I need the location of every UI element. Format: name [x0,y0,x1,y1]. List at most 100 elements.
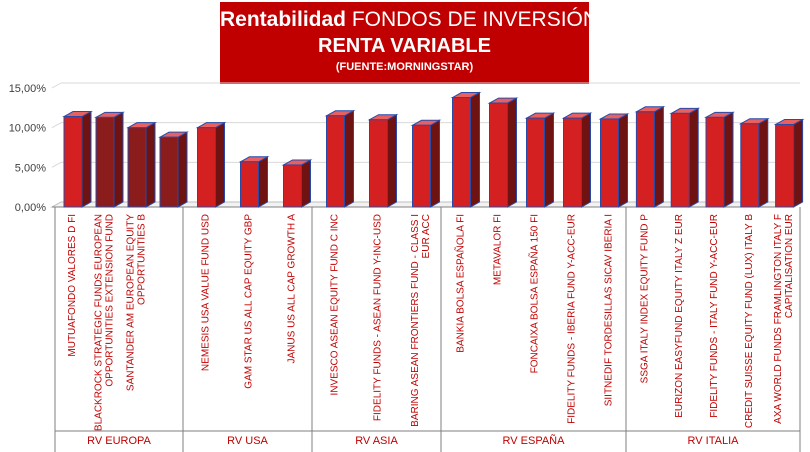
category-label: OPPORTUNITIES B [137,214,148,305]
bar [281,159,313,208]
category-label: EURIZON EASYFUND EQUITY ITALY Z EUR [674,214,685,418]
bar-side [177,131,188,208]
bar-front [412,124,431,208]
category-label: BARING ASEAN FRONTIERS FUND - CLASS I [410,214,421,427]
group-label: RV ITALIA [688,435,740,447]
category-label: NEMESIS USA VALUE FUND USD [201,214,212,371]
bar [704,111,735,208]
bar-front [326,115,345,208]
title-bold-part: Rentabilidad [220,8,347,31]
y-tick-label: 0,00% [15,202,46,214]
bar-front [369,119,388,208]
bar-front [600,118,619,208]
bar [195,121,227,208]
bar [524,112,556,208]
category-label: CAPITALISATION EUR [784,214,795,318]
bar [634,105,666,208]
bar-front [240,161,259,208]
category-label: CREDIT SUISSE EQUITY FUND (LUX) ITALY B [744,214,755,428]
bar [487,97,519,208]
bar-front [452,97,471,208]
gridline-depth [51,82,62,89]
chart-subtitle: RENTA VARIABLE [318,35,491,57]
bar [367,113,399,208]
group-label: RV EUROPA [87,435,151,447]
bar-front [95,116,115,208]
bar-side [145,121,156,208]
chart-title-box: Rentabilidad FONDOS DE INVERSIÓN RENTA V… [220,2,598,84]
bar-front [670,112,690,208]
category-label: FIDELITY FUNDS - IBERIA FUND Y-ACC-EUR [567,214,578,424]
chart-title: Rentabilidad FONDOS DE INVERSIÓN [220,7,598,33]
category-label: SSGA ITALY INDEX EQUITY FUND P [639,214,650,384]
bar-front [197,127,216,208]
bar [738,117,770,208]
category-label: BANKIA BOLSA ESPAÑOLA FI [454,214,467,353]
category-label: METAVALOR FI [493,214,504,285]
bar-side [544,112,554,208]
bar [126,121,157,208]
bar-front [705,116,725,208]
bar [598,113,630,208]
group-label: RV USA [227,435,268,447]
bar-side [113,111,124,208]
bar-side [301,159,311,208]
bar-front [283,164,302,208]
bar-side [793,118,804,208]
gridline-depth [51,161,62,168]
bar-side [618,113,628,208]
bar [238,155,270,208]
bar [561,112,593,208]
category-label: FIDELITY FUNDS - ASEAN FUND Y-INC-USD [373,214,384,421]
bar-side [581,112,591,208]
bar-side [81,110,92,208]
bar [94,111,125,208]
bar-side [344,109,354,208]
category-label: SIITNEDIF TORDESILLAS SICAV IBERIA I [604,214,615,406]
bar-front [63,116,83,208]
bar-front [740,123,760,208]
chart-source: (FUENTE:MORNINGSTAR) [335,61,474,73]
bar-side [258,155,268,208]
bar-side [470,91,480,208]
bar [669,107,701,208]
category-label: OPPORTUNITIES EXTENSION FUND [105,214,116,387]
category-label: JANUS US ALL CAP GROWTH A [287,214,298,364]
category-label: MUTUAFONDO VALORES D FI [67,214,78,357]
y-tick-label: 10,00% [9,123,47,135]
bar-front [489,102,508,208]
bar-front [127,127,147,208]
category-label: FIDELITY FUNDS - ITALY FUND Y-ACC-EUR [709,214,720,418]
bar-side [653,105,664,208]
category-label: BLACKROCK STRATEGIC FUNDS EUROPEAN [94,214,105,431]
bar-front [775,123,795,208]
bar [62,110,93,208]
y-tick-label: 5,00% [15,162,46,174]
bar-side [215,121,225,208]
bar [410,119,442,208]
bar-side [387,113,397,208]
group-label: RV ASIA [355,435,398,447]
category-label: AXA WORLD FUNDS FRAMLINGTON ITALY F [773,214,784,424]
bar-side [758,117,769,208]
y-tick-label: 15,00% [9,83,47,95]
category-label: FONCAIXA BOLSA ESPAÑA 150 FI [528,214,541,373]
bar [158,131,189,208]
title-rest: FONDOS DE INVERSIÓN [351,8,599,31]
gridline-depth [51,122,62,129]
bar [450,91,482,208]
bar-side [507,97,517,208]
bar-front [635,111,655,208]
group-label: RV ESPAÑA [503,434,566,447]
bar-front [563,117,582,208]
category-label: GAM STAR US ALL CAP EQUITY GBP [244,214,255,389]
bar [773,118,805,208]
category-label: EUR ACC [421,214,432,258]
bar [324,109,356,208]
bar-side [430,119,440,208]
bar-front [159,136,179,208]
category-label: SANTANDER AM EUROPEAN EQUITY [126,214,137,391]
category-label: INVESCO ASEAN EQUITY FUND C INC [330,214,341,396]
bar-side [723,111,734,208]
